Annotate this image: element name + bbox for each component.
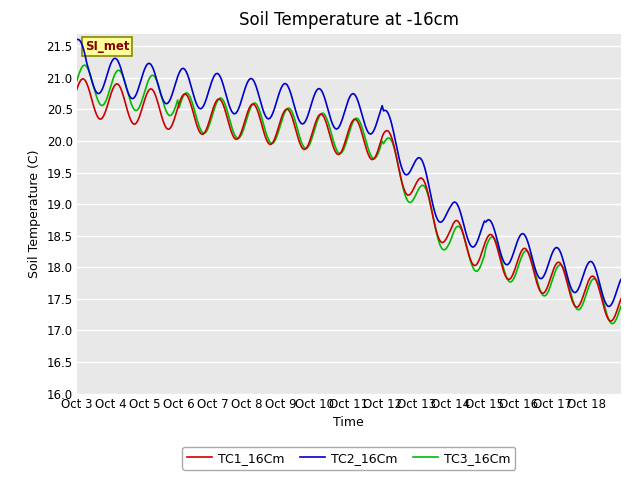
TC1_16Cm	[543, 285, 551, 291]
TC1_16Cm	[79, 76, 86, 82]
TC1_16Cm	[616, 300, 623, 306]
TC3_16Cm	[462, 241, 470, 247]
TC1_16Cm	[354, 120, 362, 125]
Line: TC2_16Cm: TC2_16Cm	[77, 39, 621, 306]
TC3_16Cm	[110, 74, 118, 80]
TC3_16Cm	[354, 116, 362, 122]
TC1_16Cm	[462, 241, 470, 247]
Text: SI_met: SI_met	[85, 40, 129, 53]
TC1_16Cm	[73, 86, 81, 92]
TC2_16Cm	[462, 230, 470, 236]
TC3_16Cm	[609, 321, 616, 326]
Line: TC3_16Cm: TC3_16Cm	[77, 65, 621, 324]
Legend: TC1_16Cm, TC2_16Cm, TC3_16Cm: TC1_16Cm, TC2_16Cm, TC3_16Cm	[182, 447, 515, 469]
TC1_16Cm	[110, 84, 118, 90]
TC2_16Cm	[617, 277, 625, 283]
Line: TC1_16Cm: TC1_16Cm	[77, 79, 621, 321]
X-axis label: Time: Time	[333, 416, 364, 429]
TC3_16Cm	[617, 303, 625, 309]
TC2_16Cm	[73, 37, 81, 43]
TC3_16Cm	[93, 94, 100, 100]
TC2_16Cm	[616, 280, 623, 286]
TC2_16Cm	[543, 265, 551, 271]
TC1_16Cm	[93, 112, 100, 118]
TC3_16Cm	[543, 291, 551, 297]
TC2_16Cm	[354, 98, 362, 104]
Y-axis label: Soil Temperature (C): Soil Temperature (C)	[28, 149, 41, 278]
TC3_16Cm	[73, 78, 81, 84]
TC1_16Cm	[617, 296, 625, 302]
Title: Soil Temperature at -16cm: Soil Temperature at -16cm	[239, 11, 459, 29]
TC2_16Cm	[110, 56, 118, 61]
TC3_16Cm	[80, 62, 88, 68]
TC2_16Cm	[74, 36, 82, 42]
TC3_16Cm	[616, 308, 623, 314]
TC2_16Cm	[93, 90, 100, 96]
TC2_16Cm	[605, 303, 613, 309]
TC1_16Cm	[607, 318, 614, 324]
